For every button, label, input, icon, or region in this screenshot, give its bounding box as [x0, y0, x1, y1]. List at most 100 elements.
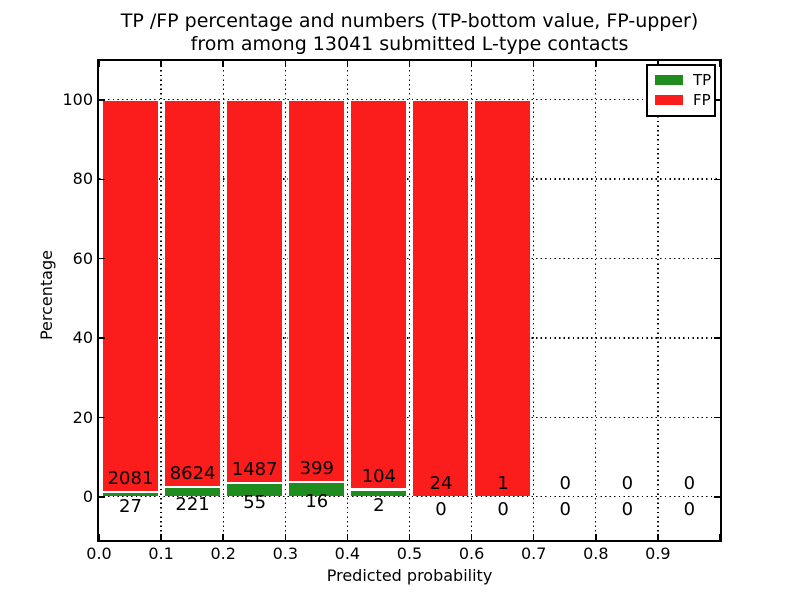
x-axis-tick	[595, 534, 597, 540]
x-tick-label: 0.6	[458, 544, 485, 563]
x-gridline	[657, 61, 659, 540]
y-tick-label: 100	[62, 89, 93, 109]
y-axis-tick	[714, 99, 720, 101]
x-axis-tick	[719, 534, 721, 540]
x-axis-tick	[346, 61, 349, 67]
plot-area: TP FP 2081 27 8624 221 1487 55 399 16 104 2 24 0 1 0 0…	[97, 59, 722, 542]
chart-title-line2: from among 13041 submitted L-type contac…	[190, 33, 629, 55]
y-axis-tick	[99, 496, 105, 498]
y-axis-tick	[99, 337, 105, 339]
fp-count-label: 104	[361, 465, 397, 487]
tp-count-label: 2	[373, 495, 385, 517]
x-gridline	[408, 61, 411, 540]
x-axis-tick	[98, 534, 100, 540]
fp-count-label: 2081	[107, 467, 154, 489]
tp-count-label: 0	[497, 499, 509, 520]
fp-bar-segment	[474, 99, 532, 497]
tp-count-label: 0	[435, 499, 447, 520]
fp-count-label: 8624	[169, 463, 216, 485]
x-axis-tick	[284, 534, 287, 540]
tp-count-label: 0	[559, 499, 571, 520]
x-gridline	[222, 61, 224, 540]
tp-legend-swatch	[655, 75, 683, 85]
x-tick-label: 0.3	[272, 544, 299, 563]
x-tick-label: 0.4	[334, 544, 361, 563]
x-axis-tick	[408, 534, 411, 540]
x-tick-label: 0.1	[148, 544, 174, 563]
tp-count-label: 27	[119, 496, 142, 518]
x-tick-label: 0.9	[645, 544, 671, 563]
x-axis-tick	[222, 61, 224, 67]
y-gridline	[99, 496, 720, 498]
x-axis-tick	[532, 534, 535, 540]
y-axis-tick	[714, 416, 720, 419]
tp-count-label: 0	[683, 499, 696, 520]
fp-count-label: 24	[429, 473, 453, 494]
legend-item-tp: TP	[648, 70, 714, 90]
x-tick-label: 0.0	[86, 544, 112, 563]
tp-legend-label: TP	[693, 71, 712, 89]
fp-count-label: 0	[621, 473, 634, 494]
x-axis-tick	[160, 61, 162, 67]
x-tick-label: 0.2	[210, 544, 236, 563]
y-axis-tick	[99, 257, 105, 260]
fp-count-label: 1487	[231, 458, 278, 480]
x-gridline	[160, 61, 162, 540]
tp-count-label: 16	[305, 491, 329, 513]
tp-count-label: 55	[243, 491, 267, 513]
x-gridline	[346, 61, 349, 540]
y-axis-tick	[714, 178, 720, 181]
fp-bar-segment	[101, 99, 159, 492]
x-gridline	[470, 61, 473, 540]
y-axis-tick	[99, 416, 105, 419]
x-axis-tick	[719, 61, 721, 67]
y-axis-label: Percentage	[37, 250, 56, 341]
y-tick-label: 20	[72, 407, 93, 427]
x-gridline	[595, 61, 597, 540]
x-axis-tick	[470, 61, 473, 67]
legend: TP FP	[646, 64, 716, 117]
x-tick-label: 0.7	[520, 544, 547, 563]
x-gridline	[284, 61, 286, 540]
x-axis-tick	[595, 61, 597, 67]
fp-bar-segment	[287, 99, 345, 482]
x-axis-tick	[470, 534, 473, 540]
fp-legend-label: FP	[693, 91, 711, 109]
fp-bar-segment	[412, 99, 469, 497]
x-axis-label: Predicted probability	[326, 566, 493, 585]
y-tick-label: 40	[72, 328, 93, 348]
fp-count-label: 399	[299, 457, 334, 479]
x-axis-tick	[98, 61, 100, 67]
y-axis-tick	[99, 99, 105, 101]
fp-bar-segment	[349, 99, 407, 490]
x-axis-tick	[222, 534, 224, 540]
fp-count-label: 0	[559, 473, 571, 494]
fp-bar-segment	[225, 99, 283, 483]
y-axis-tick	[714, 337, 720, 339]
chart-title-line1: TP /FP percentage and numbers (TP-bottom…	[120, 10, 699, 32]
x-axis-tick	[532, 61, 535, 67]
x-axis-tick	[657, 534, 659, 540]
fp-bar-segment	[163, 99, 221, 488]
y-axis-tick	[99, 178, 105, 181]
y-axis-tick	[714, 496, 720, 498]
chart-title: TP /FP percentage and numbers (TP-bottom…	[99, 10, 720, 56]
x-gridline	[533, 61, 535, 540]
x-axis-tick	[160, 534, 162, 540]
x-tick-label: 0.8	[583, 544, 609, 563]
fp-count-label: 0	[683, 473, 696, 494]
y-tick-label: 80	[72, 169, 93, 189]
x-axis-tick	[346, 534, 349, 540]
tp-count-label: 221	[175, 494, 210, 516]
x-axis-tick	[284, 61, 287, 67]
legend-item-fp: FP	[648, 90, 714, 110]
tp-count-label: 0	[621, 499, 634, 520]
fp-count-label: 1	[497, 473, 509, 494]
x-axis-tick	[408, 61, 411, 67]
y-tick-label: 60	[72, 248, 93, 268]
y-tick-label: 0	[82, 487, 93, 506]
fp-legend-swatch	[655, 95, 683, 105]
y-axis-tick	[714, 257, 720, 260]
x-tick-label: 0.5	[396, 544, 423, 563]
